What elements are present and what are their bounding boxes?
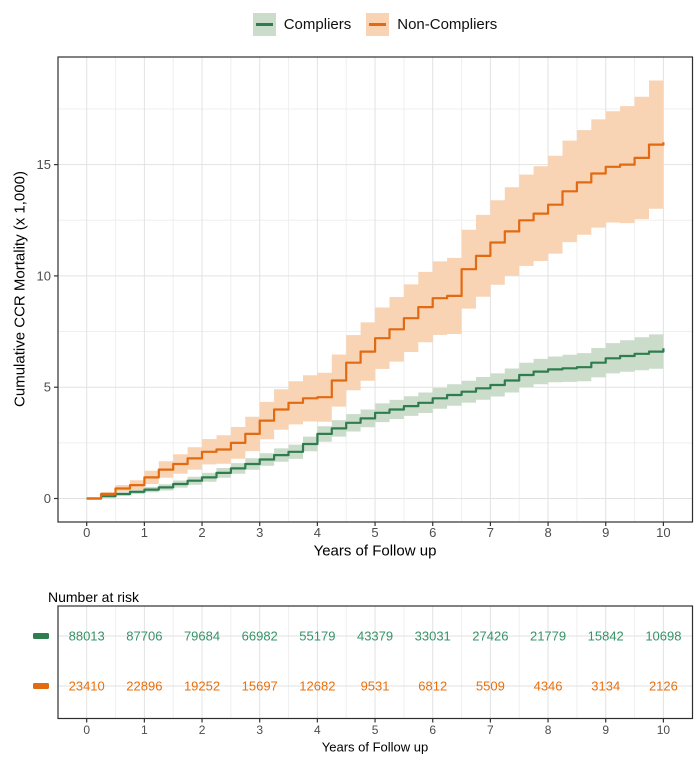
legend-label-non-compliers: Non-Compliers	[397, 16, 498, 33]
risk-row-key-non-compliers-icon	[33, 683, 49, 689]
risk-count: 87706	[126, 629, 162, 644]
risk-count: 23410	[69, 679, 105, 694]
risk-x-tick-label: 7	[487, 723, 494, 737]
risk-count: 33031	[415, 629, 451, 644]
x-tick-label: 3	[256, 525, 263, 540]
x-tick-label: 6	[429, 525, 436, 540]
y-tick-label: 0	[44, 491, 51, 506]
compliers-legend-line-icon	[255, 23, 273, 26]
risk-x-axis-title: Years of Follow up	[321, 739, 429, 755]
risk-count: 88013	[69, 629, 105, 644]
x-tick-label: 4	[314, 525, 321, 540]
legend: Compliers Non-Compliers	[25, 13, 700, 36]
risk-x-tick-label: 9	[602, 723, 609, 737]
risk-count: 3134	[591, 679, 620, 694]
x-axis-title: Years of Follow up	[313, 542, 437, 560]
risk-count: 6812	[418, 679, 447, 694]
x-tick-label: 5	[371, 525, 378, 540]
risk-table-title: Number at risk	[48, 589, 140, 605]
risk-count: 4346	[534, 679, 563, 694]
y-tick-label: 5	[44, 380, 51, 395]
survival-plot: 0 1 2 3 4 5 6 7 8 9 10 0 5 10 15	[37, 56, 694, 540]
risk-count: 27426	[472, 629, 508, 644]
risk-count: 15842	[588, 629, 624, 644]
risk-count: 10698	[645, 629, 681, 644]
compliers-legend-key-icon	[252, 13, 276, 36]
risk-count: 79684	[184, 629, 220, 644]
x-tick-label: 9	[602, 525, 609, 540]
risk-x-tick-label: 4	[314, 723, 321, 737]
non-compliers-legend-line-icon	[369, 23, 387, 26]
non-compliers-legend-key-icon	[366, 13, 390, 36]
x-tick-label: 2	[198, 525, 205, 540]
y-tick-label: 15	[37, 157, 51, 172]
risk-count: 43379	[357, 629, 393, 644]
risk-count: 55179	[299, 629, 335, 644]
risk-x-tick-label: 10	[657, 723, 671, 737]
x-tick-label: 7	[487, 525, 494, 540]
risk-x-tick-label: 8	[545, 723, 552, 737]
x-tick-label: 1	[141, 525, 148, 540]
risk-x-tick-label: 1	[141, 723, 148, 737]
risk-count: 5509	[476, 679, 505, 694]
risk-count: 19252	[184, 679, 220, 694]
risk-row-key-compliers-icon	[33, 633, 49, 639]
risk-count: 9531	[361, 679, 390, 694]
y-tick-label: 10	[37, 268, 51, 283]
risk-count: 21779	[530, 629, 566, 644]
risk-count: 12682	[299, 679, 335, 694]
x-tick-label: 10	[656, 525, 670, 540]
risk-x-tick-label: 5	[372, 723, 379, 737]
estimate-line-compliers	[86, 348, 665, 500]
risk-x-tick-label: 0	[83, 723, 90, 737]
risk-x-tick-label: 3	[256, 723, 263, 737]
risk-count: 2126	[649, 679, 678, 694]
legend-item-compliers: Compliers	[252, 13, 352, 36]
legend-item-non-compliers: Non-Compliers	[366, 13, 497, 36]
x-tick-label: 0	[83, 525, 90, 540]
number-at-risk-table: 88013 87706 79684 66982 55179 43379 33031 27426…	[33, 605, 694, 737]
legend-label-compliers: Compliers	[283, 16, 352, 33]
risk-x-tick-label: 2	[199, 723, 206, 737]
x-tick-label: 8	[544, 525, 551, 540]
risk-count: 66982	[242, 629, 278, 644]
risk-count: 22896	[126, 679, 162, 694]
risk-count: 15697	[242, 679, 278, 694]
risk-x-tick-label: 6	[429, 723, 436, 737]
estimate-line-non-compliers	[86, 142, 665, 500]
ci-band-non-compliers	[86, 75, 664, 499]
y-axis-title: Cumulative CCR Mortality (x 1,000)	[11, 171, 29, 407]
